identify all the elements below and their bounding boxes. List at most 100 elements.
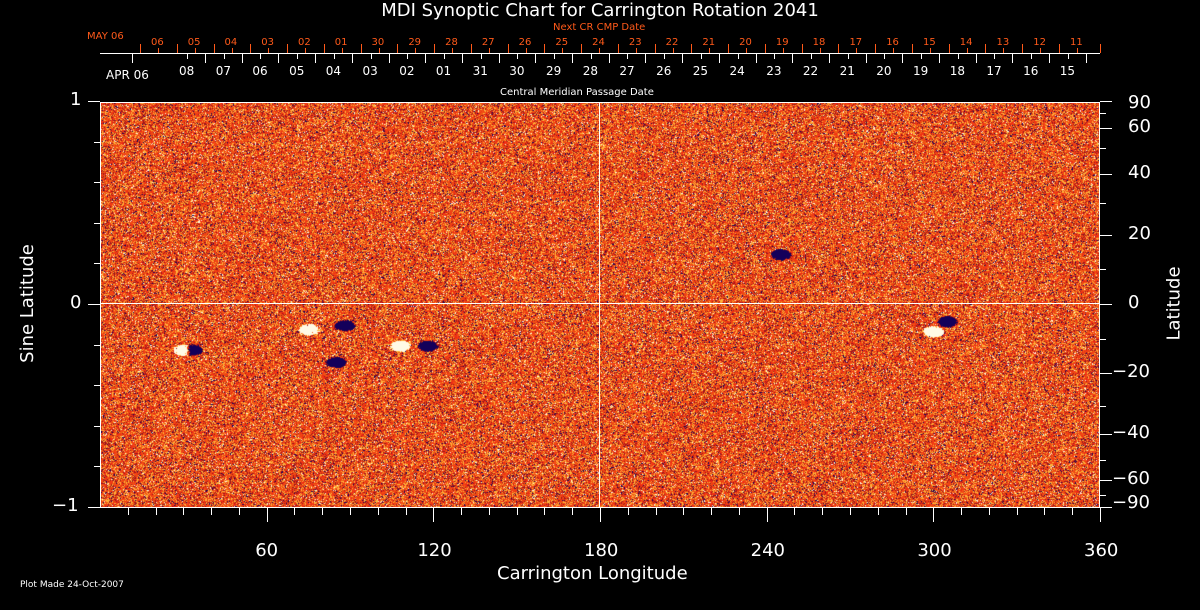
next-cr-major-tick: [434, 44, 436, 53]
x-minor-tick: [488, 508, 490, 515]
y-right-major-tick: [1100, 479, 1112, 481]
cmp-date-label: 07: [215, 64, 231, 78]
cmp-minor-tick: [957, 54, 959, 59]
cmp-date-label: 21: [839, 64, 855, 78]
cmp-date-label: 02: [399, 64, 415, 78]
cmp-major-tick: [572, 54, 573, 63]
next-cr-date-label: 18: [812, 37, 826, 48]
cmp-major-tick: [498, 54, 500, 63]
next-cr-date-label: 02: [298, 37, 311, 48]
cmp-major-tick: [388, 54, 390, 63]
next-cr-major-tick: [323, 44, 325, 53]
cmp-date-label: 29: [546, 64, 562, 78]
next-cr-major-tick: [875, 44, 877, 53]
cmp-major-tick: [755, 54, 757, 63]
x-minor-tick: [850, 508, 851, 515]
cmp-minor-tick: [370, 54, 372, 59]
magnetic-field-map: [100, 102, 1100, 508]
x-major-tick: [933, 508, 935, 522]
x-minor-tick: [683, 508, 685, 515]
x-minor-tick: [655, 508, 657, 515]
next-cr-major-tick: [213, 44, 215, 53]
x-minor-tick: [738, 508, 740, 515]
x-tick-label: 60: [255, 540, 279, 561]
x-minor-tick: [155, 508, 157, 515]
x-major-tick: [766, 508, 768, 522]
next-cr-major-tick: [985, 44, 987, 53]
x-minor-tick: [516, 508, 518, 515]
next-cr-minor-tick: [305, 48, 307, 53]
cmp-minor-tick: [407, 54, 409, 59]
next-cr-major-tick: [617, 44, 619, 53]
next-cr-date-label: 13: [996, 37, 1010, 48]
next-cr-major-tick: [250, 44, 252, 53]
cmp-minor-tick: [443, 54, 445, 59]
y-tick-label: −1: [52, 495, 79, 516]
cmp-date-label: 27: [619, 64, 635, 78]
cmp-date-label: 16: [1023, 64, 1039, 78]
y-right-tick-label: 20: [1128, 222, 1151, 244]
next-cr-minor-tick: [341, 48, 343, 53]
x-minor-tick: [238, 508, 240, 515]
y-major-tick: [88, 304, 100, 305]
next-cr-minor-tick: [268, 48, 270, 53]
x-minor-tick: [127, 508, 129, 515]
next-cr-minor-tick: [893, 48, 895, 53]
y-right-minor-tick: [1100, 202, 1106, 204]
y-right-minor-tick: [1100, 113, 1106, 115]
x-minor-tick: [961, 508, 963, 515]
next-cr-major-tick: [397, 44, 399, 53]
y-minor-tick: [94, 222, 100, 224]
next-cr-major-tick: [1022, 44, 1024, 53]
gridline-y-0: [100, 303, 1100, 304]
next-cr-date-label: 26: [518, 37, 532, 48]
next-cr-major-tick: [1059, 44, 1060, 53]
next-cr-date-label: 29: [408, 37, 422, 48]
next-cr-minor-tick: [672, 48, 674, 53]
x-major-tick: [1100, 508, 1101, 522]
cmp-minor-tick: [297, 54, 299, 59]
next-cr-major-tick: [360, 44, 362, 53]
next-cr-minor-tick: [746, 48, 748, 53]
cmp-minor-tick: [333, 54, 335, 59]
y-right-tick-label: 90: [1128, 92, 1151, 113]
y-right-tick-label: −40: [1112, 422, 1150, 444]
y-minor-tick: [94, 425, 100, 427]
x-major-tick: [266, 508, 268, 522]
y-right-minor-tick: [1100, 339, 1106, 341]
cmp-minor-tick: [187, 54, 188, 59]
cmp-date-label: 18: [949, 64, 965, 78]
next-cr-minor-tick: [1003, 48, 1005, 53]
next-cr-date-label: 17: [849, 37, 863, 48]
x-minor-tick: [183, 508, 185, 515]
cmp-minor-tick: [554, 54, 555, 59]
y-right-major-tick: [1100, 434, 1112, 436]
x-minor-tick: [322, 508, 324, 515]
y-right-tick-label: 0: [1128, 292, 1140, 313]
x-minor-tick: [544, 508, 546, 515]
y-minor-tick: [94, 141, 100, 143]
y-axis-right-label: Latitude: [1163, 266, 1185, 341]
x-minor-tick: [905, 508, 907, 515]
next-cr-date-label: 01: [334, 37, 348, 48]
cmp-minor-tick: [223, 54, 225, 59]
x-minor-tick: [794, 508, 796, 515]
cmp-major-tick: [535, 54, 537, 63]
cmp-date-label: 25: [692, 64, 709, 78]
next-cr-date-label: 05: [187, 37, 201, 48]
next-cr-minor-tick: [635, 48, 637, 53]
next-cr-major-tick: [507, 44, 509, 53]
x-minor-tick: [627, 508, 629, 515]
x-minor-tick: [877, 508, 879, 515]
cmp-minor-tick: [700, 54, 702, 59]
next-cr-major-tick: [544, 44, 546, 53]
x-minor-tick: [294, 508, 296, 515]
next-cr-date-label: 21: [702, 37, 716, 48]
x-tick-label: 300: [917, 540, 952, 561]
x-tick-label: 240: [750, 540, 786, 561]
y-right-minor-tick: [1100, 405, 1106, 407]
cmp-date-label: 17: [986, 64, 1002, 78]
next-cr-minor-tick: [452, 48, 454, 53]
y-right-major-tick: [1100, 173, 1112, 175]
next-cr-date-label: 16: [886, 37, 899, 48]
